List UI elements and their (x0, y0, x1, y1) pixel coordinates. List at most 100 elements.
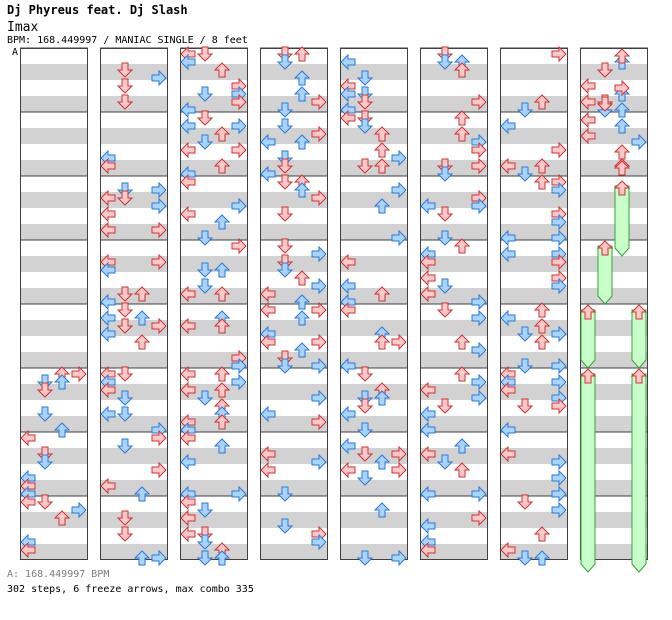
step-arrow (36, 406, 54, 422)
step-arrow (373, 454, 391, 470)
step-arrow (180, 509, 196, 527)
step-arrow (436, 54, 454, 70)
step-arrow (36, 454, 54, 470)
step-arrow (116, 406, 134, 422)
step-arrow (391, 333, 407, 351)
chart-column (180, 47, 248, 560)
step-arrow (533, 158, 551, 174)
step-arrow (551, 469, 567, 487)
step-arrow (551, 253, 567, 271)
step-arrow (180, 285, 196, 303)
step-arrow (20, 429, 36, 447)
step-arrow (293, 270, 311, 286)
step-arrow (551, 229, 567, 247)
step-arrow (116, 526, 134, 542)
step-arrow (356, 550, 374, 566)
step-arrow (356, 446, 374, 462)
step-arrow (551, 453, 567, 471)
step-arrow (260, 285, 276, 303)
step-arrow (260, 133, 276, 151)
step-arrow (180, 429, 196, 447)
step-arrow (340, 437, 356, 455)
step-arrow (516, 398, 534, 414)
freeze-arrow (614, 185, 630, 257)
step-arrow (231, 485, 247, 503)
step-arrow (500, 157, 516, 175)
step-arrow (453, 366, 471, 382)
step-arrow (196, 534, 214, 550)
step-arrow (500, 381, 516, 399)
step-arrow (551, 277, 567, 295)
step-arrow (340, 301, 356, 319)
step-arrow (436, 454, 454, 470)
step-arrow (500, 229, 516, 247)
step-arrow (533, 334, 551, 350)
step-arrow (420, 405, 436, 423)
step-arrow (340, 461, 356, 479)
step-arrow (53, 374, 71, 390)
step-arrow (231, 373, 247, 391)
step-arrow (516, 326, 534, 342)
step-arrow (356, 398, 374, 414)
step-arrow (391, 149, 407, 167)
step-arrow (471, 309, 487, 327)
step-arrow (420, 197, 436, 215)
step-arrow (551, 373, 567, 391)
step-arrow (436, 230, 454, 246)
step-arrow (180, 101, 196, 119)
step-arrow (420, 445, 436, 463)
step-arrow (471, 341, 487, 359)
step-arrow (340, 405, 356, 423)
step-arrow (373, 126, 391, 142)
step-arrow (453, 62, 471, 78)
step-arrow (231, 237, 247, 255)
step-arrow (311, 93, 327, 111)
step-arrow (596, 96, 614, 112)
step-arrow (180, 453, 196, 471)
step-arrow (276, 238, 294, 254)
step-arrow (580, 77, 596, 95)
step-arrow (356, 366, 374, 382)
step-arrow (151, 549, 167, 567)
step-arrow (471, 389, 487, 407)
step-arrow (551, 485, 567, 503)
step-arrow (53, 510, 71, 526)
step-arrow (133, 334, 151, 350)
step-arrow (133, 550, 151, 566)
step-arrow (436, 398, 454, 414)
step-arrow (151, 197, 167, 215)
step-arrow (151, 221, 167, 239)
step-arrow (100, 261, 116, 279)
step-arrow (596, 62, 614, 78)
step-arrow (551, 325, 567, 343)
step-arrow (453, 462, 471, 478)
step-arrow (356, 70, 374, 86)
step-arrow (340, 357, 356, 375)
step-arrow (180, 53, 196, 71)
step-arrow (340, 277, 356, 295)
step-arrow (551, 213, 567, 231)
step-arrow (516, 358, 534, 374)
step-arrow (116, 286, 134, 302)
step-arrow (196, 230, 214, 246)
step-arrow (196, 390, 214, 406)
step-arrow (213, 438, 231, 454)
step-arrow (311, 533, 327, 551)
step-arrow (293, 182, 311, 198)
step-arrow (213, 158, 231, 174)
step-arrow (453, 438, 471, 454)
step-arrow (453, 110, 471, 126)
step-arrow (453, 238, 471, 254)
step-arrow (340, 85, 356, 103)
step-arrow (551, 141, 567, 159)
step-arrow (116, 78, 134, 94)
step-arrow (391, 549, 407, 567)
step-arrow (180, 381, 196, 399)
step-arrow (311, 389, 327, 407)
step-arrow (533, 318, 551, 334)
step-arrow (231, 197, 247, 215)
chart-column (260, 47, 328, 560)
step-arrow (471, 509, 487, 527)
step-arrow (151, 429, 167, 447)
